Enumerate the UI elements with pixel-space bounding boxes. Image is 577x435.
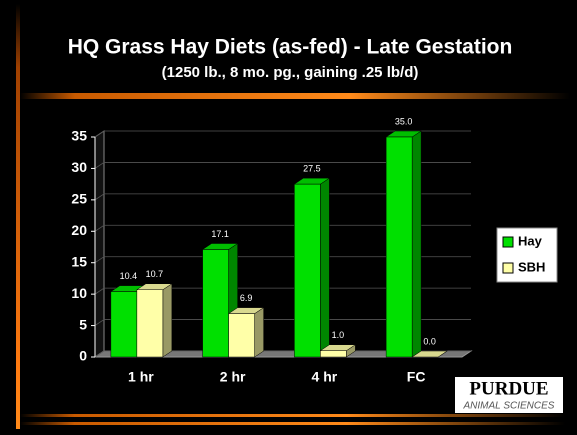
grid-line bbox=[94, 287, 471, 295]
chart-title: HQ Grass Hay Diets (as-fed) - Late Gesta… bbox=[68, 36, 513, 59]
bar-side bbox=[320, 177, 330, 358]
logo-subtitle: ANIMAL SCIENCES bbox=[463, 401, 555, 412]
x-tick-label: 4 hr bbox=[312, 369, 338, 385]
chart-subtitle: (1250 lb., 8 mo. pg., gaining .25 lb/d) bbox=[162, 64, 419, 81]
bar bbox=[136, 283, 173, 358]
bar bbox=[227, 307, 265, 358]
bar-top bbox=[411, 350, 448, 358]
bar-front bbox=[294, 183, 321, 358]
frame-left bbox=[16, 4, 20, 429]
legend-swatch bbox=[502, 236, 514, 248]
value-label: 27.5 bbox=[303, 164, 321, 174]
bar-front bbox=[136, 289, 164, 358]
logo: PURDUE ANIMAL SCIENCES bbox=[455, 377, 563, 413]
y-tick-label: 35 bbox=[71, 128, 87, 144]
logo-box bbox=[455, 377, 563, 413]
value-label: 6.9 bbox=[240, 293, 253, 303]
legend-label: SBH bbox=[518, 259, 545, 274]
value-label: 0.0 bbox=[423, 336, 436, 346]
value-label: 10.7 bbox=[146, 269, 164, 279]
y-tick-label: 15 bbox=[71, 253, 87, 269]
x-tick-label: FC bbox=[407, 369, 426, 385]
back-wall bbox=[94, 130, 105, 358]
bar bbox=[293, 177, 331, 358]
bar-front bbox=[320, 350, 347, 358]
y-tick-label: 20 bbox=[71, 222, 87, 238]
y-tick-label: 0 bbox=[79, 348, 87, 364]
logo-name: PURDUE bbox=[469, 378, 548, 399]
bar bbox=[319, 344, 357, 358]
legend-label: Hay bbox=[518, 233, 543, 248]
title-rule bbox=[20, 93, 570, 99]
bar bbox=[385, 130, 422, 358]
x-tick-label: 1 hr bbox=[128, 369, 154, 385]
y-tick-label: 25 bbox=[71, 191, 87, 207]
bar-side bbox=[162, 283, 173, 358]
bar-front bbox=[202, 249, 229, 358]
bottom-rule bbox=[20, 414, 565, 417]
value-label: 17.1 bbox=[211, 229, 229, 239]
grid-line bbox=[94, 319, 471, 326]
value-label: 35.0 bbox=[395, 116, 413, 126]
bar bbox=[411, 350, 448, 358]
grid-line bbox=[94, 162, 471, 169]
grid-line bbox=[94, 193, 471, 201]
bar-front bbox=[385, 136, 413, 358]
y-tick-label: 30 bbox=[71, 159, 87, 175]
y-tick-label: 10 bbox=[71, 285, 87, 301]
bar-side bbox=[254, 307, 264, 358]
grid-line bbox=[94, 256, 471, 264]
bar-side bbox=[411, 130, 422, 358]
bottom-rule bbox=[20, 422, 565, 425]
value-label: 1.0 bbox=[332, 330, 345, 340]
grid-line bbox=[94, 130, 471, 138]
y-tick-label: 5 bbox=[79, 316, 87, 332]
bar-front bbox=[110, 291, 138, 358]
legend-swatch bbox=[502, 262, 514, 274]
bar-front bbox=[228, 313, 255, 358]
grid-line bbox=[94, 224, 471, 232]
value-label: 10.4 bbox=[120, 271, 138, 281]
x-tick-label: 2 hr bbox=[220, 369, 246, 385]
